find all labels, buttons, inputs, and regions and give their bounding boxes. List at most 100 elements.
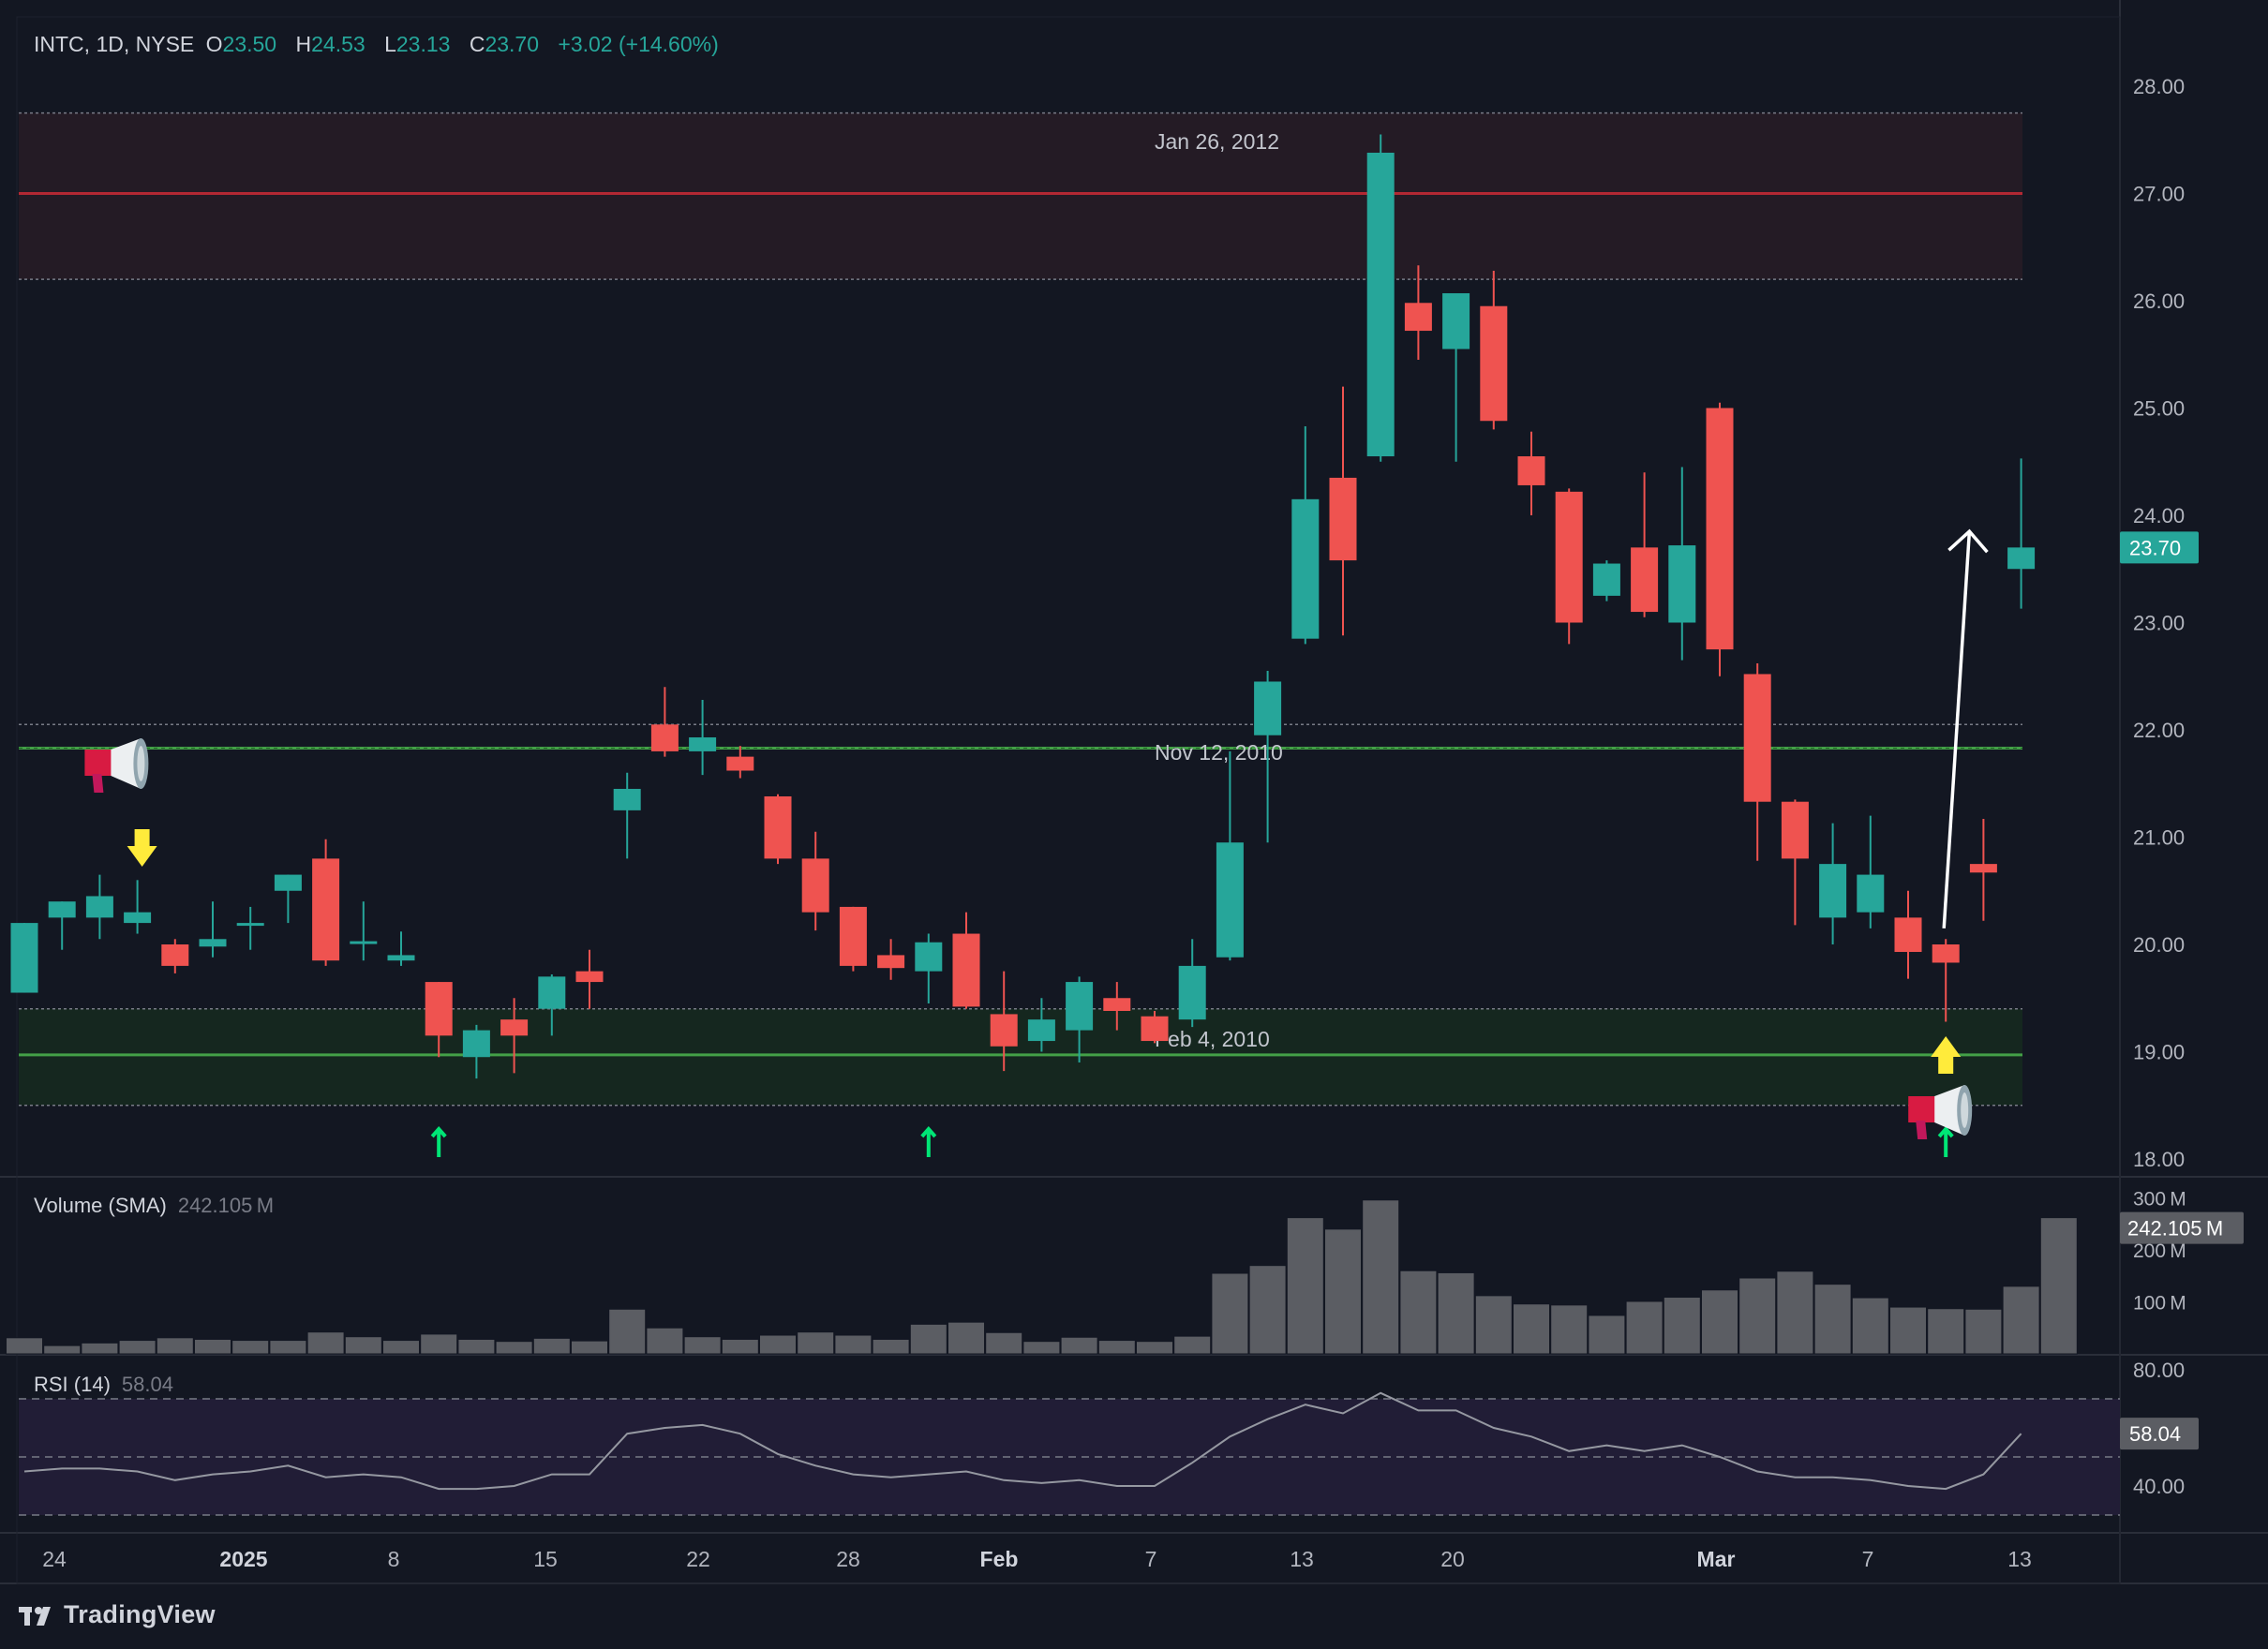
candle-body — [1442, 292, 1470, 349]
rsi-panel — [19, 1391, 2120, 1516]
candle — [1254, 671, 1282, 843]
grid-lines — [0, 0, 2268, 1584]
rsi-legend[interactable]: RSI (14) 58.04 — [34, 1373, 173, 1397]
candle — [2007, 458, 2036, 609]
time-tick-label: 13 — [1290, 1547, 1314, 1571]
candle-body — [1480, 305, 1508, 422]
candle — [1178, 939, 1206, 1028]
candle-body — [350, 941, 378, 944]
candle — [1442, 292, 1470, 462]
candle — [952, 912, 980, 1009]
volume-bar — [1588, 1315, 1626, 1355]
candle — [1932, 939, 1960, 1022]
price-tick-label: 24.00 — [2133, 504, 2185, 527]
volume-bar — [457, 1338, 496, 1355]
candle-body — [425, 982, 453, 1036]
time-tick-label: 8 — [388, 1547, 400, 1571]
rsi-tick-label: 40.00 — [2133, 1475, 2185, 1498]
candle-body — [1743, 674, 1771, 802]
volume-legend[interactable]: Volume (SMA) 242.105 M — [34, 1194, 274, 1218]
candle-body — [764, 795, 792, 859]
chart-frame — [16, 16, 2121, 1584]
support-resistance-zones: Jan 26, 2012 Nov 12, 2010 Feb 4, 2010 — [19, 111, 2022, 1107]
time-tick-label: 22 — [686, 1547, 710, 1571]
low-value: 23.13 — [395, 32, 451, 56]
candle-body — [990, 1014, 1018, 1047]
volume-sma-label: 242.105 M — [2127, 1217, 2223, 1240]
candle — [1743, 663, 1771, 861]
candle — [161, 939, 189, 973]
time-tick-label: 13 — [2007, 1547, 2032, 1571]
volume-bar — [1738, 1277, 1777, 1355]
bottom-zone-label: Feb 4, 2010 — [1155, 1027, 1270, 1051]
volume-bar — [1625, 1300, 1664, 1355]
symbol-label[interactable]: INTC, 1D, NYSE — [34, 32, 195, 56]
volume-bar — [1701, 1289, 1738, 1355]
price-tick-label: 26.00 — [2133, 290, 2185, 313]
volume-bar — [6, 1337, 43, 1355]
megaphone-cone — [1934, 1085, 1965, 1136]
candle — [726, 746, 754, 779]
tradingview-logo-icon — [19, 1605, 56, 1626]
volume-tick-label: 100 M — [2133, 1293, 2186, 1315]
candle — [350, 901, 378, 961]
candle-body — [1366, 152, 1395, 457]
rsi-tick-label: 80.00 — [2133, 1359, 2185, 1382]
price-tick-label: 22.00 — [2133, 719, 2185, 742]
candle — [1216, 750, 1244, 961]
candle — [312, 839, 340, 966]
candle — [575, 949, 604, 1009]
time-tick-label: 15 — [533, 1547, 558, 1571]
volume-bar — [909, 1323, 947, 1355]
volume-bar — [2039, 1217, 2078, 1355]
candle — [1668, 467, 1696, 661]
volume-bar — [81, 1342, 119, 1355]
candle-body — [1932, 944, 1960, 963]
volume-bar — [759, 1334, 797, 1355]
volume-bar — [194, 1338, 231, 1355]
candles[interactable] — [10, 134, 2036, 1079]
volume-bar — [1663, 1297, 1701, 1355]
candle-body — [1027, 1019, 1055, 1042]
candle — [85, 874, 113, 940]
megaphone-handle — [1916, 1121, 1928, 1139]
candle-body — [1969, 864, 1997, 873]
candle-body — [613, 788, 641, 810]
trend-arrow-head — [1947, 528, 1989, 554]
candle — [236, 906, 264, 950]
volume-bar — [1324, 1228, 1362, 1355]
candle-body — [915, 942, 943, 972]
tradingview-logo[interactable]: TradingView — [19, 1600, 216, 1629]
candle-body — [1819, 864, 1847, 918]
time-tick-label: 28 — [836, 1547, 860, 1571]
price-tick-label: 27.00 — [2133, 183, 2185, 206]
candle — [1291, 425, 1320, 645]
candle-body — [1706, 408, 1734, 650]
candle — [462, 1024, 490, 1079]
candle-body — [1216, 842, 1244, 958]
candle-body — [312, 858, 340, 961]
time-tick-label: 2025 — [219, 1547, 267, 1571]
price-tick-label: 19.00 — [2133, 1041, 2185, 1064]
volume-bar — [1362, 1199, 1400, 1355]
tradingview-brand-text: TradingView — [64, 1600, 216, 1628]
candle-body — [1517, 456, 1545, 485]
volume-bar — [1927, 1308, 1965, 1355]
candle-body — [1668, 545, 1696, 623]
green-up-arrow-icon — [430, 1125, 447, 1157]
candle-body — [85, 896, 113, 918]
volume-bar — [1964, 1308, 2003, 1355]
volume-bar — [1173, 1335, 1212, 1355]
volume-bar — [1399, 1270, 1438, 1355]
time-tick-label: 7 — [1862, 1547, 1874, 1571]
volume-bar — [608, 1308, 647, 1355]
green-up-arrow-icon — [1937, 1125, 1954, 1157]
candle — [1894, 890, 1922, 979]
candle — [1857, 815, 1885, 928]
price-tick-label: 28.00 — [2133, 75, 2185, 98]
rsi-value-label: 58.04 — [2129, 1422, 2181, 1446]
candle-body — [1141, 1016, 1169, 1042]
time-tick-label: 20 — [1440, 1547, 1465, 1571]
close-value: 23.70 — [485, 32, 540, 56]
